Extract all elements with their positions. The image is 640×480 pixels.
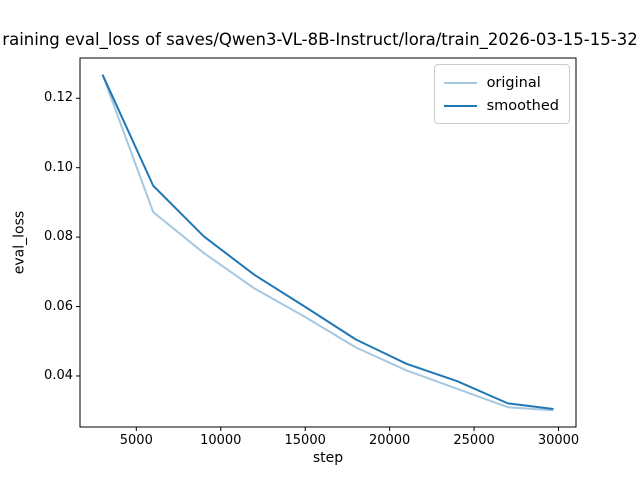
plot-frame xyxy=(79,57,577,428)
series-line-original xyxy=(101,74,554,412)
legend-swatch-smoothed-icon xyxy=(443,104,477,107)
x-tick-label: 10000 xyxy=(200,433,242,448)
legend-swatch-original-icon xyxy=(443,81,477,84)
y-tick-label: 0.04 xyxy=(44,367,73,383)
x-tick-label: 25000 xyxy=(453,433,495,448)
y-tick-label: 0.12 xyxy=(44,90,73,106)
legend-label-original: original xyxy=(486,74,541,91)
x-tick-label: 5000 xyxy=(119,433,153,448)
legend-item-original: original xyxy=(443,71,559,94)
y-tick-label: 0.06 xyxy=(44,298,73,314)
y-tick-label: 0.08 xyxy=(44,229,73,245)
x-tick-label: 15000 xyxy=(284,433,326,448)
x-tick-label: 30000 xyxy=(537,433,580,448)
legend-item-smoothed: smoothed xyxy=(443,94,559,117)
series-line-smoothed xyxy=(101,74,554,410)
y-tick-label: 0.10 xyxy=(44,159,73,175)
x-axis-label: step xyxy=(312,450,344,466)
legend: original smoothed xyxy=(433,64,570,124)
legend-label-smoothed: smoothed xyxy=(486,97,559,114)
x-tick-label: 20000 xyxy=(368,433,411,448)
chart-title: raining eval_loss of saves/Qwen3-VL-8B-I… xyxy=(2,30,638,49)
